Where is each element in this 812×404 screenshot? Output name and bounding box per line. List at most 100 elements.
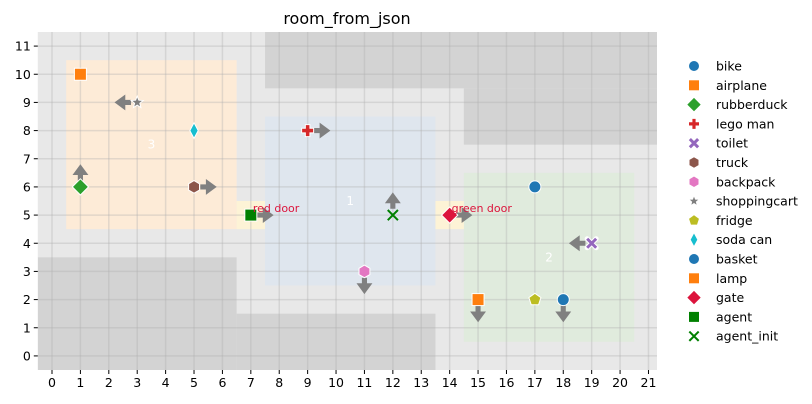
direction-arrow bbox=[384, 192, 401, 209]
legend-marker-backpack bbox=[688, 175, 700, 189]
x-tick-label: 20 bbox=[612, 375, 628, 390]
legend-label: agent bbox=[716, 309, 752, 324]
legend-label: truck bbox=[716, 155, 749, 170]
y-tick-label: 11 bbox=[15, 39, 31, 54]
direction-arrow bbox=[470, 305, 486, 323]
legend-label: rubberduck bbox=[716, 97, 788, 112]
legend-marker-fridge bbox=[687, 213, 701, 226]
direction-arrow bbox=[568, 235, 586, 252]
legend-label: bike bbox=[716, 59, 742, 74]
y-tick-label: 3 bbox=[23, 264, 31, 279]
marker-gate bbox=[440, 206, 459, 224]
y-tick-label: 8 bbox=[23, 123, 31, 138]
x-tick-label: 1 bbox=[76, 375, 84, 390]
x-tick-label: 4 bbox=[162, 375, 170, 390]
marker-lego-man bbox=[301, 124, 315, 138]
legend-label: gate bbox=[716, 290, 744, 305]
marker-x bbox=[688, 138, 700, 149]
x-tick-label: 6 bbox=[218, 375, 226, 390]
legend-marker-gate bbox=[685, 289, 703, 306]
legend-label: fridge bbox=[716, 213, 753, 228]
marker-fridge bbox=[528, 292, 542, 306]
legend-marker-airplane bbox=[688, 79, 700, 92]
x-tick-label: 18 bbox=[555, 375, 571, 390]
marker-basket bbox=[556, 293, 570, 307]
legend-marker-agent bbox=[688, 310, 700, 323]
direction-arrow bbox=[313, 122, 331, 139]
x-tick-label: 3 bbox=[133, 375, 141, 390]
x-tick-label: 0 bbox=[48, 375, 56, 390]
room-label: 1 bbox=[346, 194, 354, 208]
x-tick-label: 9 bbox=[304, 375, 312, 390]
marker-lamp bbox=[471, 293, 485, 307]
x-tick-label: 8 bbox=[275, 375, 283, 390]
door-label: green door bbox=[452, 202, 513, 215]
legend: bike airplane rubberduck lego man toilet truc… bbox=[685, 59, 798, 344]
x-tick-label: 12 bbox=[385, 375, 401, 390]
legend-label: backpack bbox=[716, 174, 776, 189]
direction-arrow bbox=[257, 207, 274, 223]
legend-marker-basket bbox=[688, 253, 700, 265]
x-tick-label: 19 bbox=[584, 375, 600, 390]
x-tick-label: 14 bbox=[442, 375, 458, 390]
door-label: red door bbox=[253, 202, 300, 215]
legend-label: airplane bbox=[716, 78, 767, 93]
room-label: 3 bbox=[148, 138, 156, 152]
plot-content: 3 1 2 red door green door bbox=[37, 32, 658, 370]
y-tick-label: 4 bbox=[23, 236, 31, 251]
wall bbox=[236, 313, 436, 370]
room-2 bbox=[463, 172, 635, 342]
x-tick-label: 21 bbox=[641, 375, 657, 390]
x-tick-label: 11 bbox=[356, 375, 372, 390]
direction-arrow bbox=[455, 207, 473, 223]
x-tick-label: 15 bbox=[470, 375, 486, 390]
wall bbox=[265, 32, 658, 89]
direction-arrow bbox=[356, 277, 373, 295]
chart-title: room_from_json bbox=[283, 9, 410, 29]
legend-marker-rubberduck bbox=[685, 96, 703, 113]
legend-marker-toilet bbox=[687, 136, 701, 150]
legend-marker-shoppingcart bbox=[687, 193, 701, 207]
y-tick-label: 0 bbox=[23, 348, 31, 363]
marker-truck bbox=[188, 180, 200, 194]
marker-agent-init bbox=[387, 209, 399, 221]
x-tick-label: 17 bbox=[527, 375, 543, 390]
marker-agent bbox=[244, 208, 258, 222]
legend-label: soda can bbox=[716, 232, 772, 247]
direction-arrow bbox=[555, 305, 572, 323]
direction-arrow bbox=[114, 94, 131, 111]
wall bbox=[37, 257, 237, 370]
marker-toilet bbox=[584, 236, 599, 251]
x-tick-label: 7 bbox=[247, 375, 255, 390]
x-tick-label: 16 bbox=[499, 375, 515, 390]
y-tick-label: 1 bbox=[23, 320, 31, 335]
marker-airplane bbox=[73, 67, 87, 81]
legend-label: shoppingcart bbox=[716, 194, 798, 209]
marker-shoppingcart bbox=[129, 94, 145, 109]
x-tick-label: 13 bbox=[413, 375, 429, 390]
y-tick-label: 6 bbox=[23, 179, 31, 194]
legend-marker-truck bbox=[688, 156, 700, 169]
room-label: 2 bbox=[545, 250, 553, 264]
legend-marker-agent-init bbox=[688, 330, 700, 342]
y-tick-label: 9 bbox=[23, 95, 31, 110]
y-tick-label: 5 bbox=[23, 208, 31, 223]
direction-arrow bbox=[72, 164, 89, 181]
legend-label: lamp bbox=[716, 271, 747, 286]
x-tick-label: 10 bbox=[328, 375, 344, 390]
marker-rubberduck bbox=[71, 178, 90, 196]
x-tick-label: 5 bbox=[190, 375, 198, 390]
y-tick-label: 7 bbox=[23, 151, 31, 166]
legend-marker-lamp bbox=[688, 272, 700, 285]
marker-bike bbox=[528, 180, 542, 194]
wall bbox=[463, 88, 658, 145]
room-3 bbox=[66, 60, 237, 230]
marker-x bbox=[586, 237, 598, 249]
x-tick-label: 2 bbox=[105, 375, 113, 390]
legend-label: agent_init bbox=[716, 329, 778, 344]
legend-marker-lego-man bbox=[688, 117, 700, 130]
legend-marker-soda-can bbox=[689, 231, 699, 248]
marker-soda-can bbox=[189, 121, 199, 140]
